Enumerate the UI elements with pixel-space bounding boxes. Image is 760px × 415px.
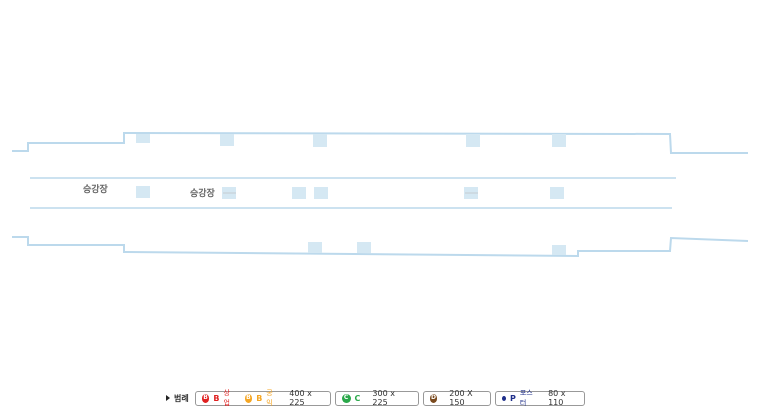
platform-label-left: 승강장 [83,183,109,195]
ad-slot[interactable] [314,187,328,199]
legend-b-commercial-type: 상업 [223,389,230,407]
legend-item-d[interactable]: D 200 X 150 [422,389,491,407]
ad-slot[interactable] [136,134,150,143]
legend-b-public-letter: B [256,393,263,403]
legend-c-letter: C [354,393,361,403]
ad-slot[interactable] [136,186,150,198]
legend-item-c[interactable]: C C 300 x 225 [334,389,419,407]
play-triangle-icon [166,395,170,401]
legend-b-letter: B [213,393,220,403]
badge-c-icon: C [341,393,351,403]
ad-slot[interactable] [552,134,566,147]
legend-p-letter: P [509,393,516,403]
legend-p-type: 포스터 [519,389,533,407]
legend-p-size: 80 x 110 [548,389,566,407]
badge-d-icon: D [429,393,438,403]
legend-title: 범례 [166,393,189,404]
ad-slot[interactable] [357,242,371,253]
legend: 범례 B B 상업 B B 공익 400 x 225 C C 300 x 225… [166,389,585,407]
poster-dot-icon [501,395,506,401]
station-outline-bottom [12,236,749,258]
legend-c-size: 300 x 225 [372,389,395,407]
station-outline-top [12,131,748,154]
legend-b-public-type: 공익 [266,389,273,407]
ad-slot[interactable] [550,187,564,199]
badge-b-public-icon: B [244,393,253,403]
ad-slot[interactable] [220,134,234,146]
legend-item-b[interactable]: B B 상업 B B 공익 400 x 225 [194,389,331,407]
ad-slot[interactable] [308,242,322,253]
ad-slot[interactable] [552,245,566,255]
ad-slot[interactable] [313,134,327,147]
ad-slot[interactable] [466,134,480,147]
badge-b-commercial-icon: B [201,393,210,403]
platform-label-right: 승강장 [190,187,216,199]
legend-b-size: 400 x 225 [289,389,312,407]
ad-slot[interactable] [292,187,306,199]
legend-d-size: 200 X 150 [449,389,473,407]
legend-item-p[interactable]: P 포스터 80 x 110 [494,389,585,407]
